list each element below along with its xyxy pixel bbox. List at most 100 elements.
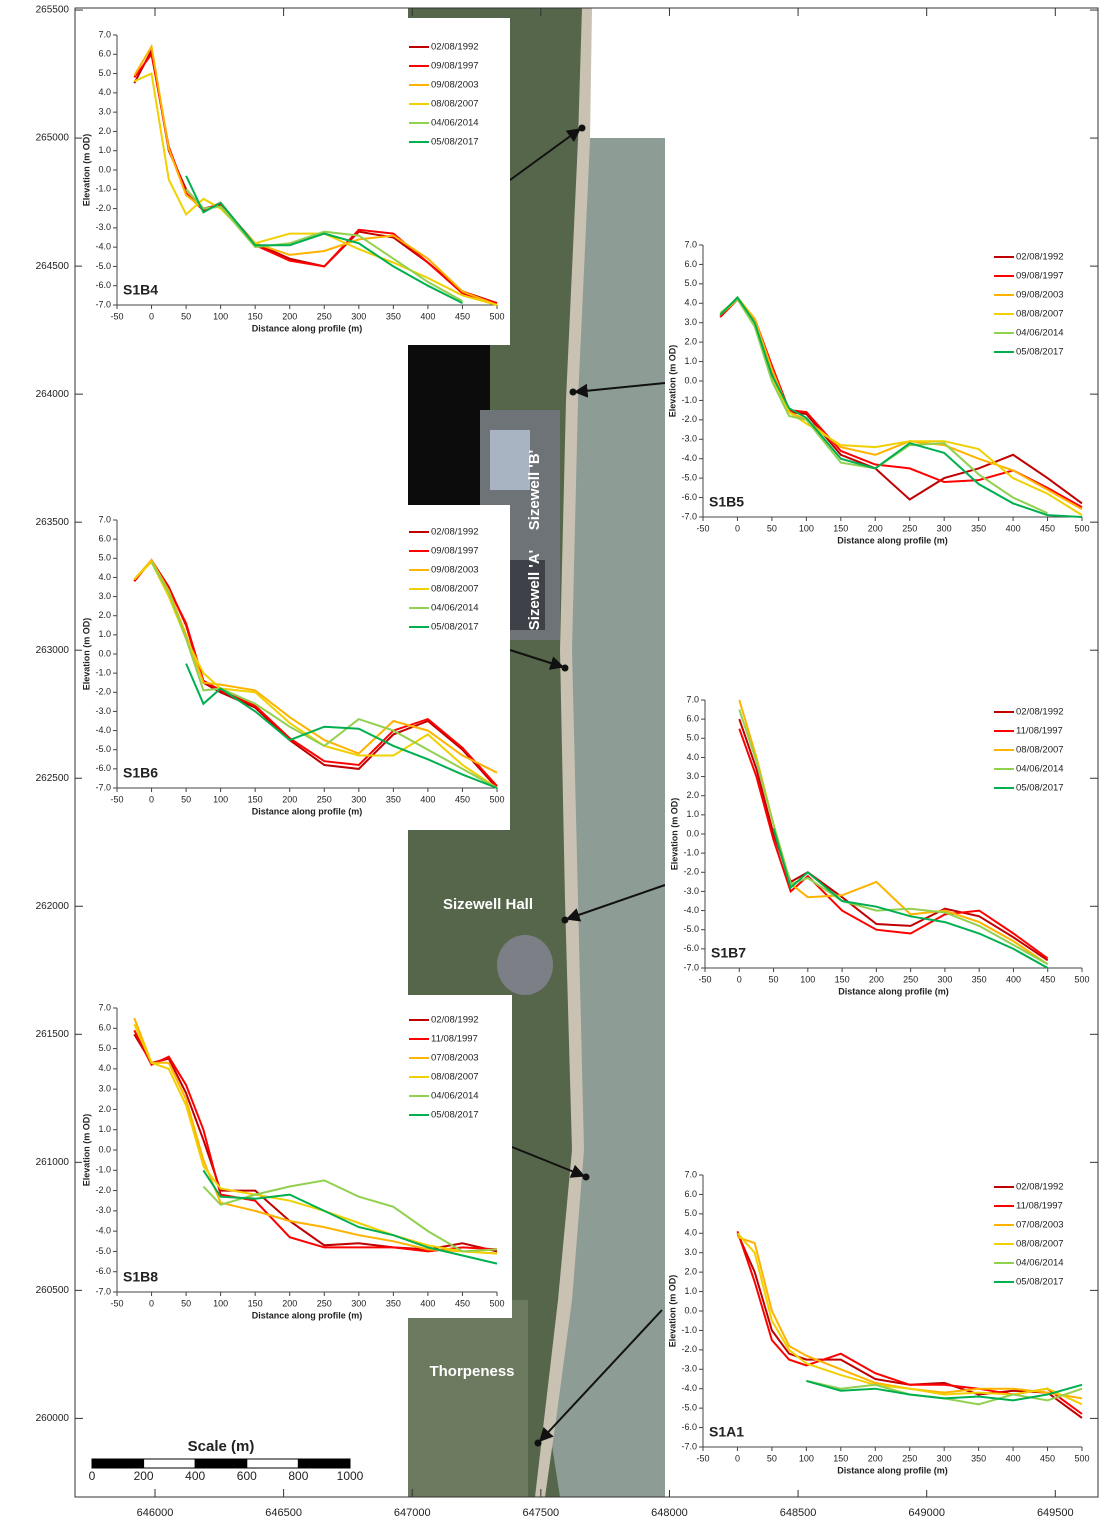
x-axis-label: Distance along profile (m) bbox=[252, 323, 363, 333]
y-tick-label: -6.0 bbox=[681, 1422, 697, 1432]
y-tick-label: 5.0 bbox=[98, 553, 111, 563]
scale-segment bbox=[297, 1458, 351, 1469]
legend-label: 05/08/2017 bbox=[431, 137, 479, 148]
map-label: Sizewell Hall bbox=[443, 896, 533, 913]
y-tick-label: -6.0 bbox=[95, 280, 111, 290]
chart-background bbox=[665, 1160, 1090, 1490]
y-tick-label: 3.0 bbox=[98, 107, 111, 117]
scale-tick-label: 1000 bbox=[337, 1469, 364, 1483]
x-tick-label: 400 bbox=[1006, 1453, 1021, 1463]
chart-title: S1B6 bbox=[123, 765, 158, 781]
y-tick-label: 2.0 bbox=[98, 126, 111, 136]
y-tick-label: -3.0 bbox=[681, 1364, 697, 1374]
profile-line bbox=[150, 561, 498, 789]
y-tick-label: -5.0 bbox=[683, 924, 699, 934]
chart-background bbox=[665, 690, 1090, 1010]
x-tick-label: 300 bbox=[937, 523, 952, 533]
map-y-tick-label: 265000 bbox=[36, 133, 70, 144]
y-tick-label: -6.0 bbox=[681, 492, 697, 502]
x-tick-label: 50 bbox=[769, 974, 779, 984]
x-tick-label: 150 bbox=[248, 311, 263, 321]
y-axis-label: Elevation (m OD) bbox=[81, 1114, 91, 1187]
map-label: Sizewell 'B' bbox=[526, 450, 543, 531]
y-tick-label: 1.0 bbox=[686, 809, 699, 819]
map-y-tick-label: 263000 bbox=[36, 645, 70, 656]
x-tick-label: -50 bbox=[110, 794, 123, 804]
x-tick-label: 450 bbox=[1040, 974, 1055, 984]
x-tick-label: 200 bbox=[868, 523, 883, 533]
x-tick-label: 100 bbox=[799, 1453, 814, 1463]
y-tick-label: 0.0 bbox=[684, 1305, 697, 1315]
map-label: Thorpeness bbox=[429, 1363, 514, 1380]
y-tick-label: 6.0 bbox=[98, 1023, 111, 1033]
scale-tick-label: 800 bbox=[288, 1469, 308, 1483]
scale-tick-label: 400 bbox=[185, 1469, 205, 1483]
legend-label: 09/08/1997 bbox=[431, 61, 479, 72]
legend-label: 04/06/2014 bbox=[431, 603, 479, 614]
profile-line bbox=[719, 295, 1083, 518]
scale-segment bbox=[246, 1458, 299, 1469]
map-y-tick-label: 263500 bbox=[36, 517, 70, 528]
y-tick-label: 3.0 bbox=[684, 317, 697, 327]
x-tick-label: 500 bbox=[489, 311, 504, 321]
map-y-tick-label: 262000 bbox=[36, 901, 70, 912]
profile-line bbox=[133, 560, 498, 789]
chart-title: S1B5 bbox=[709, 494, 744, 510]
y-tick-label: -5.0 bbox=[681, 1403, 697, 1413]
x-tick-label: 100 bbox=[799, 523, 814, 533]
map-y-tick-label: 260000 bbox=[36, 1413, 70, 1424]
y-tick-label: -5.0 bbox=[95, 261, 111, 271]
legend-label: 02/08/1992 bbox=[1016, 252, 1064, 263]
x-tick-label: -50 bbox=[110, 1298, 123, 1308]
y-tick-label: -4.0 bbox=[95, 1226, 111, 1236]
chart-background bbox=[665, 233, 1090, 560]
y-tick-label: 6.0 bbox=[684, 259, 697, 269]
map-x-tick-label: 649000 bbox=[908, 1507, 945, 1519]
chart-title: S1B4 bbox=[123, 282, 158, 298]
x-tick-label: 450 bbox=[455, 311, 470, 321]
x-tick-label: 350 bbox=[386, 794, 401, 804]
y-tick-label: -6.0 bbox=[683, 943, 699, 953]
legend-label: 07/08/2003 bbox=[1016, 1220, 1064, 1231]
x-tick-label: 200 bbox=[282, 1298, 297, 1308]
y-tick-label: -3.0 bbox=[95, 1205, 111, 1215]
y-tick-label: 1.0 bbox=[98, 629, 111, 639]
legend-label: 07/08/2003 bbox=[431, 1053, 479, 1064]
y-axis-label: Elevation (m OD) bbox=[81, 134, 91, 207]
inset-chart: 7.0 6.0 5.0 4.0 3.0 2.0 1.0 0.0 -1.0 -2.0 -3.0 -4.0… bbox=[81, 995, 512, 1320]
x-tick-label: 450 bbox=[455, 1298, 470, 1308]
x-tick-label: 150 bbox=[248, 1298, 263, 1308]
scale-segment bbox=[194, 1458, 248, 1469]
profile-line bbox=[185, 663, 498, 789]
y-tick-label: 3.0 bbox=[686, 771, 699, 781]
location-arrows bbox=[509, 128, 666, 1443]
x-tick-label: -50 bbox=[696, 1453, 709, 1463]
x-tick-label: 400 bbox=[1006, 523, 1021, 533]
y-tick-label: 7.0 bbox=[684, 239, 697, 249]
y-tick-label: -2.0 bbox=[95, 1185, 111, 1195]
legend-label: 11/08/1997 bbox=[1016, 726, 1063, 737]
x-tick-label: 100 bbox=[800, 974, 815, 984]
legend-label: 05/08/2017 bbox=[431, 622, 479, 633]
y-tick-label: 7.0 bbox=[98, 29, 111, 39]
x-tick-label: 450 bbox=[455, 794, 470, 804]
map-x-tick-label: 646000 bbox=[137, 1507, 174, 1519]
y-tick-label: -1.0 bbox=[95, 668, 111, 678]
profile-line bbox=[133, 1017, 498, 1255]
profile-line bbox=[738, 709, 1049, 966]
y-tick-label: -1.0 bbox=[683, 848, 699, 858]
y-tick-label: -7.0 bbox=[683, 962, 699, 972]
x-tick-label: 50 bbox=[181, 1298, 191, 1308]
x-tick-label: 350 bbox=[386, 311, 401, 321]
y-tick-label: 5.0 bbox=[684, 1208, 697, 1218]
x-tick-label: 0 bbox=[149, 794, 154, 804]
y-tick-label: -7.0 bbox=[681, 1441, 697, 1451]
legend-label: 04/06/2014 bbox=[1016, 328, 1064, 339]
scale-segment bbox=[91, 1458, 145, 1469]
legend-label: 05/08/2017 bbox=[1016, 783, 1064, 794]
x-tick-label: 300 bbox=[937, 974, 952, 984]
legend-label: 02/08/1992 bbox=[431, 527, 479, 538]
legend-label: 09/08/2003 bbox=[431, 80, 479, 91]
profile-line bbox=[719, 297, 1048, 515]
